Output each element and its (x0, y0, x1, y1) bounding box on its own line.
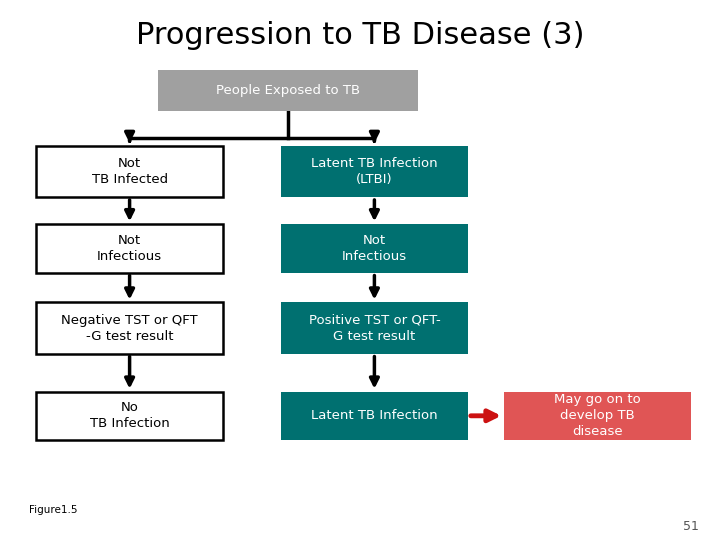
FancyBboxPatch shape (36, 146, 223, 197)
FancyBboxPatch shape (281, 224, 468, 273)
Text: Not
Infectious: Not Infectious (342, 234, 407, 263)
FancyBboxPatch shape (36, 302, 223, 354)
Text: Latent TB Infection
(LTBI): Latent TB Infection (LTBI) (311, 157, 438, 186)
Text: No
TB Infection: No TB Infection (90, 401, 169, 430)
Text: Not
TB Infected: Not TB Infected (91, 157, 168, 186)
FancyBboxPatch shape (281, 392, 468, 440)
FancyBboxPatch shape (281, 302, 468, 354)
FancyBboxPatch shape (36, 392, 223, 440)
Text: Positive TST or QFT-
G test result: Positive TST or QFT- G test result (309, 314, 440, 342)
Text: People Exposed to TB: People Exposed to TB (216, 84, 360, 97)
Text: May go on to
develop TB
disease: May go on to develop TB disease (554, 393, 641, 438)
Text: 51: 51 (683, 520, 698, 533)
Text: Progression to TB Disease (3): Progression to TB Disease (3) (136, 21, 584, 50)
Text: Negative TST or QFT
-G test result: Negative TST or QFT -G test result (61, 314, 198, 342)
FancyBboxPatch shape (504, 392, 691, 440)
FancyBboxPatch shape (36, 224, 223, 273)
FancyBboxPatch shape (281, 146, 468, 197)
FancyBboxPatch shape (158, 70, 418, 111)
Text: Figure1.5: Figure1.5 (29, 505, 77, 515)
Text: Not
Infectious: Not Infectious (97, 234, 162, 263)
Text: Latent TB Infection: Latent TB Infection (311, 409, 438, 422)
